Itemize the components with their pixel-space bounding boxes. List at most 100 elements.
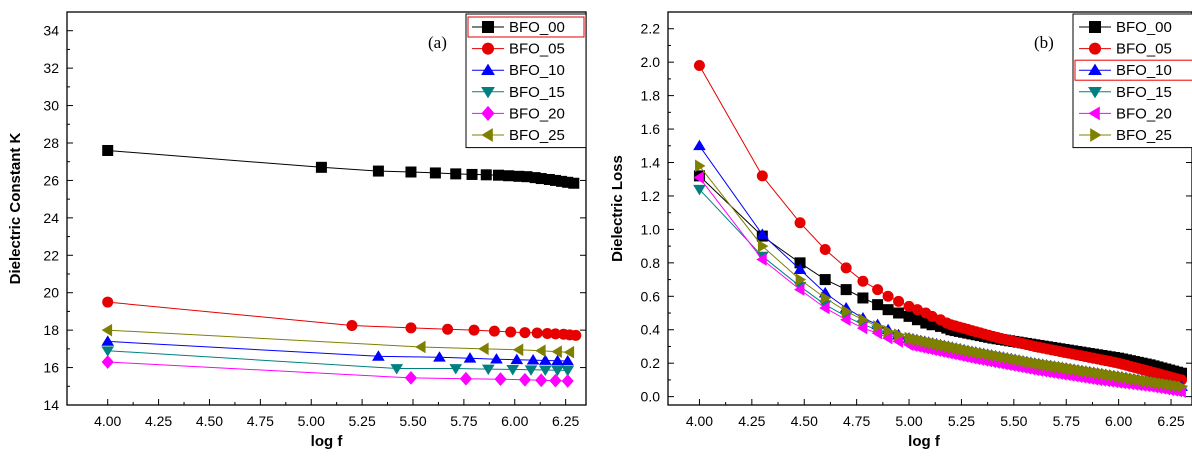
legend-label: BFO_15 <box>1116 84 1172 101</box>
y-tick-label: 2.0 <box>641 54 661 70</box>
data-point <box>872 284 884 296</box>
legend: BFO_00 BFO_05 BFO_10 BFO_15 BFO_20 BFO_25 <box>465 13 587 149</box>
data-point <box>872 299 884 311</box>
data-point <box>794 257 806 269</box>
data-point <box>346 319 358 331</box>
data-point <box>882 290 894 302</box>
data-point <box>568 177 580 189</box>
data-point <box>405 322 417 334</box>
data-point <box>480 169 492 181</box>
x-tick-label: 5.75 <box>1053 413 1080 429</box>
series-bfo-10 <box>101 335 575 366</box>
plot-frame <box>66 11 587 406</box>
x-tick-label: 4.75 <box>247 413 274 429</box>
plot-area <box>693 60 1188 398</box>
data-point <box>405 166 417 178</box>
y-tick-label: 26 <box>43 172 59 188</box>
legend-marker <box>481 63 495 75</box>
y-tick-label: 0.4 <box>641 322 661 338</box>
data-point <box>505 326 517 338</box>
data-point <box>756 253 767 266</box>
data-point <box>535 373 548 388</box>
x-tick-label: 5.00 <box>895 413 922 429</box>
data-point <box>1177 380 1188 393</box>
x-tick-label: 4.50 <box>791 413 818 429</box>
x-tick-label: 6.25 <box>1157 413 1184 429</box>
data-point <box>820 291 832 305</box>
x-tick-label: 5.75 <box>450 413 477 429</box>
x-tick-label: 4.00 <box>94 413 121 429</box>
y-tick-label: 22 <box>43 247 59 263</box>
panel-label: (b) <box>1034 33 1054 52</box>
legend-label: BFO_10 <box>509 62 565 79</box>
legend-label: BFO_20 <box>1116 105 1172 122</box>
data-point <box>794 217 806 229</box>
y-tick-label: 0.0 <box>641 389 661 405</box>
legend-marker <box>1090 128 1102 142</box>
data-point <box>819 301 830 315</box>
x-tick-label: 5.50 <box>1000 413 1027 429</box>
data-point <box>563 345 575 359</box>
data-point <box>926 319 938 331</box>
legend-label: BFO_05 <box>509 41 565 58</box>
y-tick-label: 0.8 <box>641 255 661 271</box>
data-point <box>531 327 543 339</box>
y-tick-label: 32 <box>43 60 59 76</box>
x-axis-title: log f <box>311 433 344 450</box>
data-point <box>755 228 769 239</box>
series-bfo-05 <box>693 60 1188 386</box>
data-point <box>519 327 531 339</box>
legend-selection <box>1074 59 1192 81</box>
x-tick-label: 4.75 <box>843 413 870 429</box>
data-point <box>518 372 531 387</box>
data-point <box>450 168 462 180</box>
data-point <box>793 283 805 296</box>
data-point <box>535 344 546 358</box>
legend-label: BFO_00 <box>1116 19 1172 36</box>
data-point <box>795 273 807 286</box>
data-point <box>819 274 831 286</box>
panel-label: (a) <box>428 33 447 52</box>
data-point <box>503 170 515 182</box>
data-point <box>693 60 705 72</box>
legend-label: BFO_05 <box>1116 41 1172 58</box>
data-point <box>693 139 706 151</box>
data-point <box>433 351 446 362</box>
data-point <box>521 171 533 183</box>
data-point <box>561 354 575 366</box>
data-point <box>101 335 115 346</box>
data-point <box>541 328 553 340</box>
legend-marker <box>481 87 495 99</box>
data-point <box>468 324 480 336</box>
y-tick-label: 34 <box>43 23 59 39</box>
data-point <box>526 354 540 365</box>
data-point <box>883 325 895 338</box>
data-point <box>893 295 905 307</box>
series-bfo-20 <box>101 355 574 388</box>
data-point <box>494 372 507 387</box>
series-bfo-15 <box>101 346 575 377</box>
data-point <box>841 305 853 318</box>
data-point <box>695 159 706 173</box>
y-tick-label: 1.8 <box>641 88 661 104</box>
x-tick-label: 4.25 <box>738 413 765 429</box>
x-tick-label: 4.50 <box>196 413 223 429</box>
plot-frame <box>667 11 1192 406</box>
data-point <box>463 352 477 363</box>
legend-marker <box>1088 87 1102 99</box>
data-point <box>819 243 831 255</box>
data-point <box>549 174 561 186</box>
data-point <box>911 314 923 326</box>
data-point <box>920 317 932 329</box>
data-point <box>551 345 562 358</box>
data-point <box>538 354 552 365</box>
y-tick-label: 1.0 <box>641 221 661 237</box>
data-point <box>756 170 768 182</box>
y-axis-title: Dielectric Constant K <box>7 132 24 284</box>
y-tick-label: 18 <box>43 322 59 338</box>
data-point <box>551 365 564 377</box>
series-bfo-05 <box>102 296 582 341</box>
legend-marker <box>482 42 494 55</box>
data-point <box>529 172 541 184</box>
data-point <box>538 365 552 377</box>
